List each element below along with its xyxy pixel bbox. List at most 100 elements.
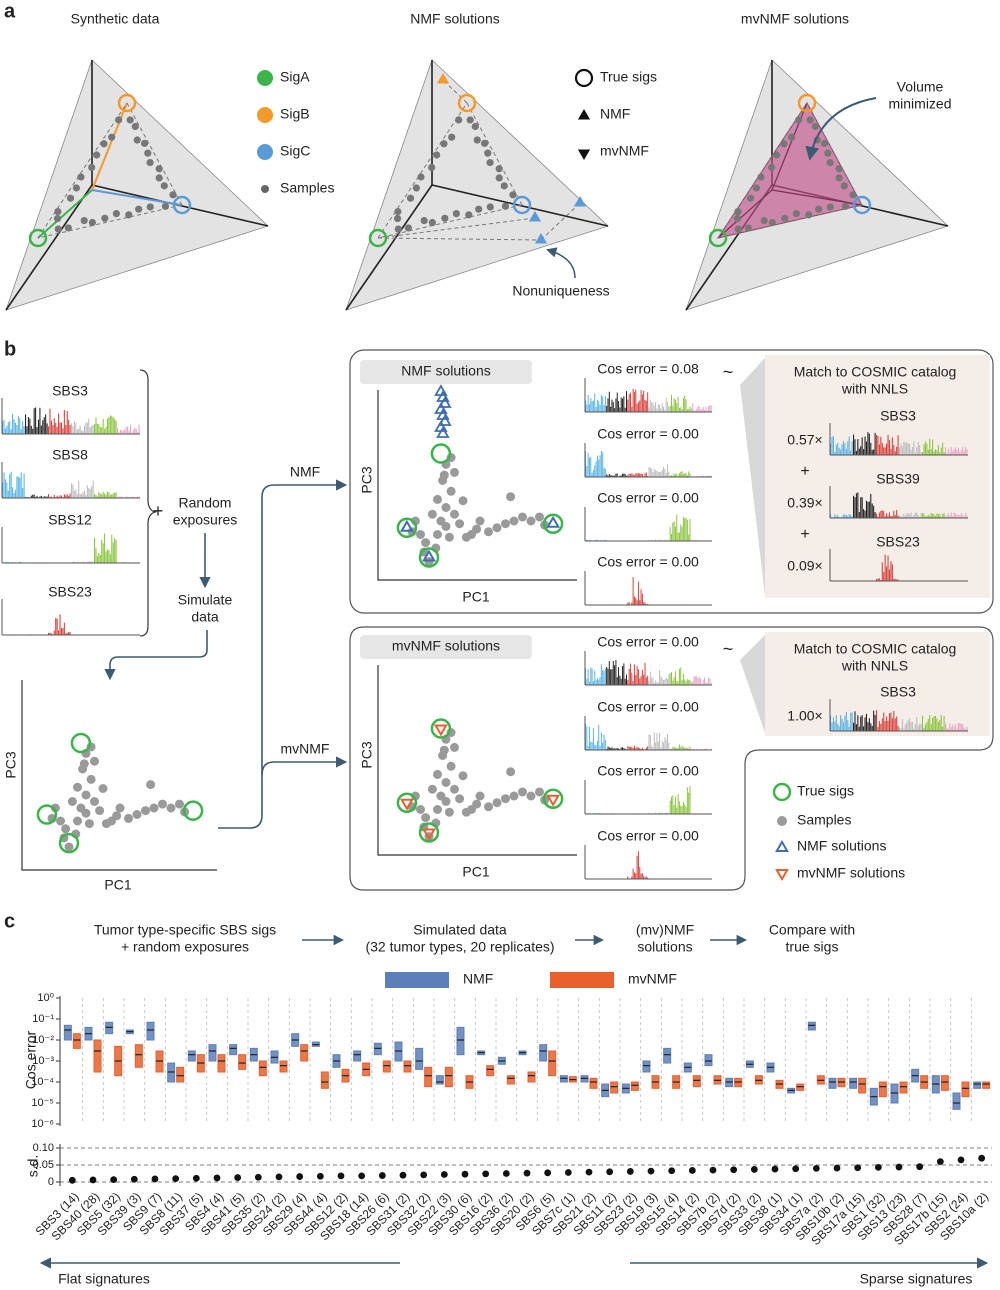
spectrum-bar bbox=[934, 449, 937, 455]
spectrum-bar bbox=[868, 501, 870, 518]
spectrum-bar bbox=[91, 486, 93, 498]
spectrum-bar bbox=[628, 473, 630, 477]
sample bbox=[175, 799, 184, 809]
annotation: Nonuniqueness bbox=[512, 283, 609, 299]
box bbox=[952, 1092, 961, 1110]
spectrum-bar bbox=[35, 496, 37, 498]
true-sig bbox=[182, 800, 204, 821]
sample bbox=[486, 158, 494, 167]
spectrum-bar bbox=[86, 485, 88, 498]
sample bbox=[428, 218, 436, 227]
spectrum-bar bbox=[701, 683, 703, 685]
spectrum-bar bbox=[651, 468, 653, 477]
spectrum-bar bbox=[637, 581, 639, 605]
box bbox=[238, 1054, 247, 1070]
sample bbox=[421, 538, 431, 548]
spectrum-bar bbox=[838, 447, 840, 455]
spectrum-bar bbox=[676, 403, 678, 412]
sample bbox=[95, 806, 105, 816]
spectrum-bar bbox=[27, 416, 29, 434]
step-label: Simulate bbox=[178, 592, 233, 608]
spectrum-bar bbox=[960, 513, 962, 518]
spectrum-bar bbox=[63, 494, 65, 498]
sd-dot bbox=[378, 1172, 386, 1179]
sample bbox=[73, 816, 82, 826]
spectrum-bar bbox=[668, 674, 670, 685]
match-weight: 0.57× bbox=[787, 432, 822, 448]
spectrum-bar bbox=[917, 441, 919, 455]
spectrum-bar bbox=[108, 550, 110, 563]
sd-dot bbox=[874, 1163, 882, 1171]
sample bbox=[506, 767, 516, 777]
spectrum-bar bbox=[591, 742, 593, 750]
spectrum-bar bbox=[681, 409, 683, 412]
spectrum-bar bbox=[640, 389, 642, 412]
true-sig bbox=[708, 228, 728, 248]
spectrum-bar bbox=[52, 425, 54, 434]
bracket bbox=[139, 369, 158, 637]
spectrum-bar bbox=[628, 602, 630, 605]
spectrum-bar bbox=[960, 449, 962, 455]
sample bbox=[101, 819, 111, 829]
spectrum-bar bbox=[615, 660, 617, 685]
spectrum-bar bbox=[939, 452, 941, 455]
spectrum-bar bbox=[926, 443, 928, 455]
flow-text: true sigs bbox=[786, 939, 839, 955]
route-label: NMF bbox=[290, 464, 320, 480]
spectrum-bar bbox=[677, 681, 679, 685]
spectrum-bar bbox=[962, 514, 964, 518]
spectrum-bar bbox=[603, 405, 605, 412]
spectrum-bar bbox=[96, 496, 98, 498]
spectrum-bar bbox=[904, 442, 906, 455]
spectrum-bar bbox=[626, 475, 628, 477]
spectrum-bar bbox=[688, 534, 690, 541]
spectrum-bar bbox=[953, 448, 955, 455]
pca-axes bbox=[377, 665, 577, 856]
spectrum-bar bbox=[684, 518, 686, 541]
spectrum-bar bbox=[689, 746, 691, 750]
spectrum-bar bbox=[656, 682, 658, 685]
sample bbox=[112, 811, 122, 821]
spectrum-bar bbox=[963, 516, 965, 518]
spectrum-bar bbox=[620, 678, 622, 685]
spectrum-bar bbox=[104, 493, 106, 498]
spectrum-bar bbox=[615, 473, 617, 477]
sample bbox=[450, 784, 459, 794]
cos-error: Cos error = 0.00 bbox=[597, 828, 699, 844]
spectrum-bar bbox=[649, 734, 651, 750]
spectrum-bar bbox=[631, 746, 633, 750]
spectrum-bar bbox=[893, 710, 895, 731]
spectrum-bar bbox=[865, 713, 868, 731]
spectrum-bar bbox=[884, 721, 886, 731]
spectrum-bar bbox=[934, 715, 937, 731]
spectrum-bar bbox=[636, 473, 638, 477]
spectrum-bar bbox=[643, 390, 645, 412]
y-tick-label: 10⁻⁴ bbox=[31, 1076, 54, 1088]
sample bbox=[76, 803, 86, 813]
spectrum-bar bbox=[943, 513, 945, 518]
spectrum-bar bbox=[669, 673, 671, 685]
spectrum-bar bbox=[137, 431, 139, 434]
spectrum-bar bbox=[60, 495, 63, 498]
spectrum-bar bbox=[109, 415, 111, 434]
spectrum-bar bbox=[78, 480, 80, 498]
spectrum-bar bbox=[854, 439, 856, 455]
spectrum-bar bbox=[909, 718, 911, 731]
sample bbox=[446, 761, 456, 771]
spectrum-bar bbox=[49, 408, 51, 434]
spectrum-bar bbox=[637, 747, 639, 750]
spectrum-bar bbox=[911, 446, 914, 455]
sd-dot bbox=[688, 1167, 696, 1174]
sd-dot bbox=[461, 1170, 469, 1178]
spectrum-bar bbox=[50, 420, 52, 434]
spectrum-bar bbox=[594, 670, 596, 685]
spectrum-bar bbox=[672, 522, 674, 541]
axis-label: PC1 bbox=[462, 864, 489, 880]
spectrum-bar bbox=[639, 866, 641, 879]
sig-vector bbox=[771, 189, 863, 206]
sample bbox=[160, 182, 168, 190]
spectrum-bar bbox=[639, 678, 641, 685]
sample bbox=[169, 191, 177, 199]
sample bbox=[450, 467, 459, 477]
spectrum-bar bbox=[590, 667, 592, 685]
